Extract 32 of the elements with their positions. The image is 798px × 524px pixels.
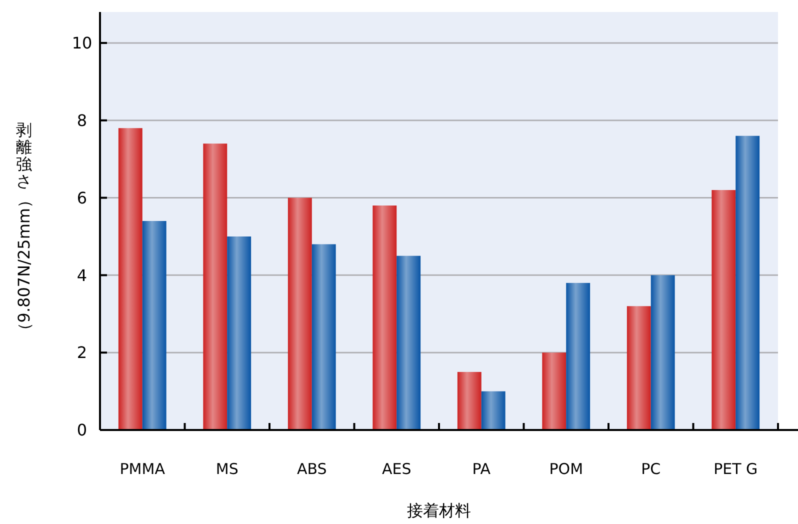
x-tick-label: MS (216, 460, 238, 478)
bar (288, 198, 312, 430)
bar (650, 275, 675, 430)
x-tick-label: PA (472, 460, 492, 478)
y-tick-label: 10 (72, 34, 92, 53)
bar (227, 236, 252, 430)
bar (396, 256, 421, 430)
x-tick-label: PMMA (120, 460, 166, 478)
bar (736, 136, 760, 430)
bar (626, 306, 651, 430)
bar (118, 128, 142, 430)
bar (142, 221, 166, 430)
y-axis-title: 剥離強さ（9.807N/25mm） (14, 120, 34, 339)
x-tick-label: PET G (714, 460, 758, 478)
y-tick-label: 4 (76, 266, 88, 285)
x-tick-label: AES (382, 460, 412, 478)
bar (712, 190, 736, 430)
bar (457, 372, 482, 430)
x-tick-label: POM (549, 460, 584, 478)
bar (542, 352, 566, 430)
y-tick-label: 8 (76, 110, 88, 130)
bar (312, 244, 336, 430)
bar (372, 206, 397, 430)
bar (566, 282, 590, 430)
bar (203, 144, 228, 430)
y-tick-label: 6 (76, 188, 88, 208)
x-tick-label: ABS (296, 460, 327, 478)
x-tick-label: PC (641, 460, 661, 478)
x-axis-title: 接着材料 (407, 501, 471, 520)
y-tick-label: 2 (76, 343, 88, 362)
y-tick-label: 0 (76, 420, 88, 440)
bar (481, 391, 506, 430)
